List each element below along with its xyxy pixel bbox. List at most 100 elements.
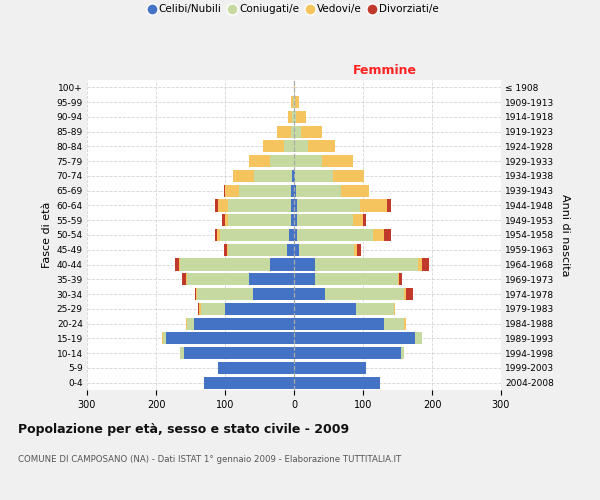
- Bar: [294, 288, 325, 300]
- Bar: [225, 214, 229, 226]
- Bar: [227, 244, 229, 256]
- Bar: [358, 244, 361, 256]
- Bar: [294, 244, 299, 256]
- Bar: [296, 111, 307, 123]
- Bar: [225, 184, 239, 197]
- Bar: [182, 273, 185, 285]
- Bar: [404, 288, 406, 300]
- Bar: [404, 318, 406, 330]
- Bar: [353, 214, 363, 226]
- Bar: [229, 244, 287, 256]
- Bar: [295, 170, 334, 182]
- Bar: [384, 229, 391, 241]
- Bar: [277, 126, 290, 138]
- Bar: [294, 126, 301, 138]
- Bar: [341, 184, 368, 197]
- Bar: [289, 229, 294, 241]
- Bar: [180, 258, 270, 270]
- Bar: [220, 229, 289, 241]
- Bar: [325, 288, 404, 300]
- Text: COMUNE DI CAMPOSANO (NA) - Dati ISTAT 1° gennaio 2009 - Elaborazione TUTTITALIA.: COMUNE DI CAMPOSANO (NA) - Dati ISTAT 1°…: [18, 455, 401, 464]
- Bar: [334, 170, 364, 182]
- Bar: [294, 229, 298, 241]
- Bar: [233, 170, 254, 182]
- Bar: [180, 347, 184, 359]
- Bar: [415, 332, 422, 344]
- Bar: [354, 244, 358, 256]
- Bar: [373, 229, 384, 241]
- Bar: [291, 96, 293, 108]
- Bar: [194, 318, 294, 330]
- Bar: [356, 303, 394, 315]
- Bar: [294, 200, 298, 211]
- Bar: [298, 200, 359, 211]
- Bar: [163, 332, 166, 344]
- Bar: [294, 332, 415, 344]
- Bar: [363, 214, 367, 226]
- Bar: [290, 214, 294, 226]
- Bar: [298, 214, 353, 226]
- Y-axis label: Anni di nascita: Anni di nascita: [560, 194, 570, 276]
- Bar: [299, 244, 354, 256]
- Bar: [294, 170, 295, 182]
- Bar: [201, 303, 225, 315]
- Bar: [294, 273, 315, 285]
- Bar: [218, 200, 229, 211]
- Bar: [287, 244, 294, 256]
- Bar: [224, 184, 225, 197]
- Bar: [401, 347, 404, 359]
- Bar: [290, 200, 294, 211]
- Bar: [296, 184, 341, 197]
- Bar: [179, 258, 180, 270]
- Bar: [205, 376, 294, 388]
- Bar: [196, 288, 197, 300]
- Bar: [294, 184, 296, 197]
- Bar: [218, 362, 294, 374]
- Bar: [239, 184, 290, 197]
- Bar: [215, 229, 217, 241]
- Bar: [249, 155, 270, 167]
- Bar: [294, 258, 315, 270]
- Bar: [229, 200, 290, 211]
- Text: Popolazione per età, sesso e stato civile - 2009: Popolazione per età, sesso e stato civil…: [18, 422, 349, 436]
- Bar: [221, 214, 225, 226]
- Bar: [294, 376, 380, 388]
- Bar: [293, 96, 294, 108]
- Bar: [295, 96, 299, 108]
- Bar: [198, 303, 199, 315]
- Bar: [387, 200, 391, 211]
- Bar: [215, 200, 218, 211]
- Bar: [249, 273, 294, 285]
- Bar: [187, 318, 194, 330]
- Bar: [394, 303, 395, 315]
- Bar: [294, 140, 308, 152]
- Bar: [315, 258, 418, 270]
- Bar: [294, 214, 298, 226]
- Bar: [384, 318, 404, 330]
- Bar: [294, 96, 295, 108]
- Bar: [184, 347, 294, 359]
- Bar: [294, 82, 295, 94]
- Bar: [270, 258, 294, 270]
- Bar: [161, 332, 163, 344]
- Bar: [294, 303, 356, 315]
- Bar: [292, 170, 294, 182]
- Bar: [398, 273, 399, 285]
- Bar: [229, 214, 290, 226]
- Bar: [284, 140, 294, 152]
- Text: Femmine: Femmine: [353, 64, 417, 77]
- Bar: [253, 288, 294, 300]
- Bar: [187, 273, 249, 285]
- Bar: [322, 155, 353, 167]
- Bar: [292, 111, 294, 123]
- Bar: [290, 126, 294, 138]
- Legend: Celibi/Nubili, Coniugati/e, Vedovi/e, Divorziati/e: Celibi/Nubili, Coniugati/e, Vedovi/e, Di…: [145, 0, 443, 18]
- Bar: [197, 288, 253, 300]
- Bar: [185, 273, 187, 285]
- Bar: [294, 362, 367, 374]
- Bar: [290, 184, 294, 197]
- Bar: [308, 140, 335, 152]
- Bar: [194, 288, 196, 300]
- Bar: [298, 229, 373, 241]
- Bar: [263, 140, 284, 152]
